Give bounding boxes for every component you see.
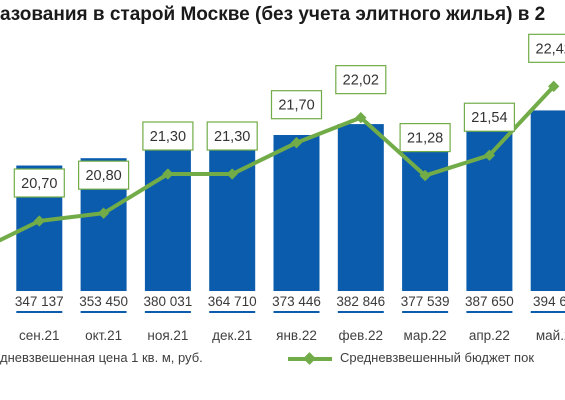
- x-tick-label: ноя.21: [147, 328, 188, 343]
- line-data-label: 22,02: [343, 73, 379, 89]
- bar-data-label: 380 031: [143, 294, 192, 309]
- x-tick-label: мар.22: [404, 328, 447, 343]
- line-point: [33, 215, 45, 227]
- bar: [530, 110, 565, 313]
- line-point: [162, 168, 174, 180]
- bar-label-box: [73, 291, 134, 311]
- bar-label-box: [202, 291, 263, 311]
- legend-label-line: Средневзвешенный бюджет пок: [340, 350, 535, 365]
- bar-label-box: [137, 291, 198, 311]
- bar-data-label: 387 650: [465, 294, 514, 309]
- x-tick-label: янв.22: [276, 328, 317, 343]
- chart-title: азования в старой Москве (без учета элит…: [0, 4, 546, 25]
- x-tick-label: апр.22: [469, 328, 510, 343]
- bar-data-label: 373 446: [272, 294, 321, 309]
- legend-item-line: Средневзвешенный бюджет пок: [288, 350, 534, 365]
- line-point: [419, 169, 431, 182]
- line-label-box: [206, 121, 258, 151]
- bar-label-box: [523, 291, 565, 311]
- line-data-label: 22,42: [536, 41, 565, 57]
- line-data-label: 20,70: [21, 176, 57, 192]
- line-data-label: 20,80: [85, 168, 121, 184]
- chart-legend: дневзвешенная цена 1 кв. м, руб. Среднев…: [0, 348, 565, 370]
- x-tick-label: май.2: [536, 328, 565, 343]
- bar-label-box: [459, 291, 520, 311]
- line-point: [226, 168, 238, 180]
- legend-line-marker: [288, 351, 332, 365]
- bar: [144, 127, 191, 313]
- bar-data-label: 364 710: [208, 294, 257, 309]
- x-tick-label: сен.21: [19, 328, 59, 343]
- line-data-label: 21,30: [150, 129, 186, 145]
- bar: [402, 130, 449, 313]
- line-data-label: 21,30: [214, 129, 250, 145]
- bar-data-label: 347 137: [15, 294, 64, 309]
- line-label-box: [13, 168, 65, 198]
- line-label-box: [270, 90, 323, 120]
- line-point: [290, 137, 303, 149]
- bar-data-label: 353 450: [79, 294, 128, 309]
- line-series: [0, 84, 556, 243]
- line-label-box: [142, 121, 194, 151]
- bar: [273, 135, 320, 313]
- x-tick-label: дек.21: [212, 328, 252, 343]
- line-data-label: 21,70: [278, 98, 314, 114]
- line-data-label: 21,28: [407, 131, 443, 147]
- bar-label-box: [330, 291, 391, 311]
- line-label-box: [528, 33, 565, 63]
- line-point: [483, 149, 496, 161]
- bar-data-label: 382 846: [336, 294, 385, 309]
- x-tick-label: окт.21: [85, 328, 122, 343]
- bar-label-box: [9, 291, 70, 311]
- bar-label-box: [266, 291, 327, 311]
- bar: [337, 124, 384, 314]
- bar-data-label: 377 539: [401, 294, 450, 309]
- x-tick-label: фев.22: [339, 328, 384, 343]
- line-data-label: 21,54: [471, 110, 507, 126]
- bar-label-box: [395, 291, 456, 311]
- line-label-box: [463, 102, 515, 132]
- line-label-box: [77, 160, 130, 190]
- legend-item-bars: дневзвешенная цена 1 кв. м, руб.: [0, 350, 203, 365]
- legend-label-bars: дневзвешенная цена 1 кв. м, руб.: [0, 350, 203, 365]
- line-label-box: [335, 65, 387, 95]
- line-label-box: [399, 122, 451, 153]
- bar-data-label: 394 63: [533, 294, 565, 309]
- bar: [466, 118, 513, 313]
